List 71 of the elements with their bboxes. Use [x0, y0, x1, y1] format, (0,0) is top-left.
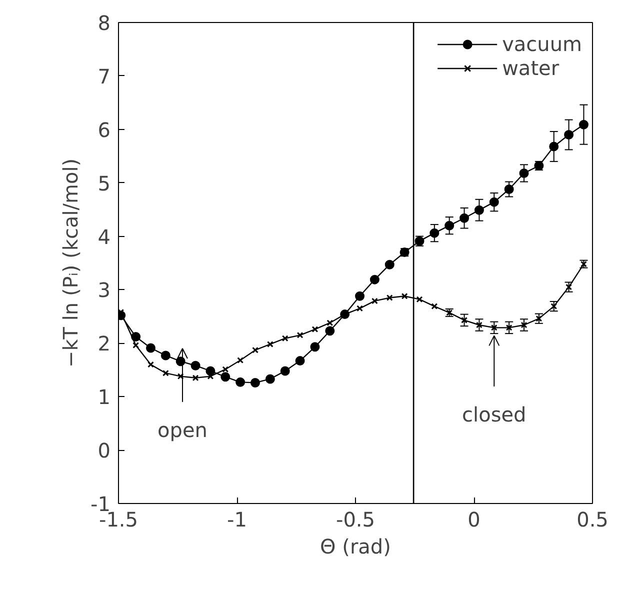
point: [384, 260, 394, 270]
y-tick-label: 6: [98, 118, 111, 142]
x-tick-label: -0.5: [336, 508, 376, 532]
legend-label: vacuum: [502, 32, 582, 56]
point: [250, 378, 260, 388]
y-tick-label: 4: [98, 224, 111, 249]
point: [222, 366, 229, 373]
point: [265, 374, 275, 384]
point: [160, 350, 170, 360]
point: [190, 360, 200, 370]
x-tick-label: 0: [468, 508, 480, 532]
point: [146, 343, 156, 353]
point: [220, 372, 230, 382]
y-tick-label: 1: [98, 385, 111, 410]
point: [282, 335, 288, 342]
point: [520, 322, 528, 328]
point: [370, 274, 380, 284]
point: [564, 130, 574, 140]
point: [355, 291, 365, 301]
y-tick-label: 5: [98, 171, 111, 196]
annotation: open: [158, 418, 208, 442]
point: [280, 366, 290, 376]
point: [461, 316, 468, 324]
point: [566, 284, 572, 290]
point: [430, 228, 440, 238]
point: [162, 370, 169, 376]
point: [550, 303, 558, 310]
point: [295, 356, 305, 366]
point: [237, 357, 244, 364]
point: [578, 120, 588, 130]
point: [536, 315, 542, 322]
legend-label: water: [502, 56, 560, 80]
point: [431, 303, 438, 310]
point: [177, 373, 184, 380]
point: [401, 292, 408, 300]
point: [236, 377, 246, 387]
x-axis-title: Θ (rad): [320, 534, 391, 558]
y-tick-label: 2: [98, 332, 111, 356]
point: [326, 320, 334, 326]
point: [476, 322, 482, 328]
point: [296, 332, 304, 338]
point: [416, 296, 423, 303]
point: [356, 305, 363, 312]
point: [192, 374, 199, 382]
point: [371, 298, 378, 304]
point: [504, 184, 514, 194]
point: [386, 294, 393, 301]
y-axis-title: −kT ln (Pᵢ) (kcal/mol): [58, 158, 83, 368]
point: [549, 142, 559, 152]
point: [506, 324, 512, 331]
y-tick-label: 8: [98, 11, 111, 35]
point: [266, 341, 274, 348]
y-tick-label: 7: [98, 64, 111, 88]
point: [131, 332, 141, 342]
x-tick-label: -1: [227, 508, 247, 532]
point: [310, 342, 320, 352]
point: [325, 326, 335, 336]
point: [444, 220, 454, 230]
point: [312, 326, 318, 332]
y-tick-label: 0: [98, 438, 111, 463]
point: [474, 205, 484, 215]
point: [489, 197, 499, 207]
point: [519, 168, 529, 178]
annotation: closed: [462, 402, 526, 426]
point: [490, 324, 498, 331]
y-tick-label: 3: [98, 278, 111, 302]
point: [252, 346, 258, 354]
point: [460, 213, 470, 223]
point: [132, 342, 140, 349]
point: [148, 361, 154, 368]
x-tick-label: 0.5: [576, 508, 608, 532]
